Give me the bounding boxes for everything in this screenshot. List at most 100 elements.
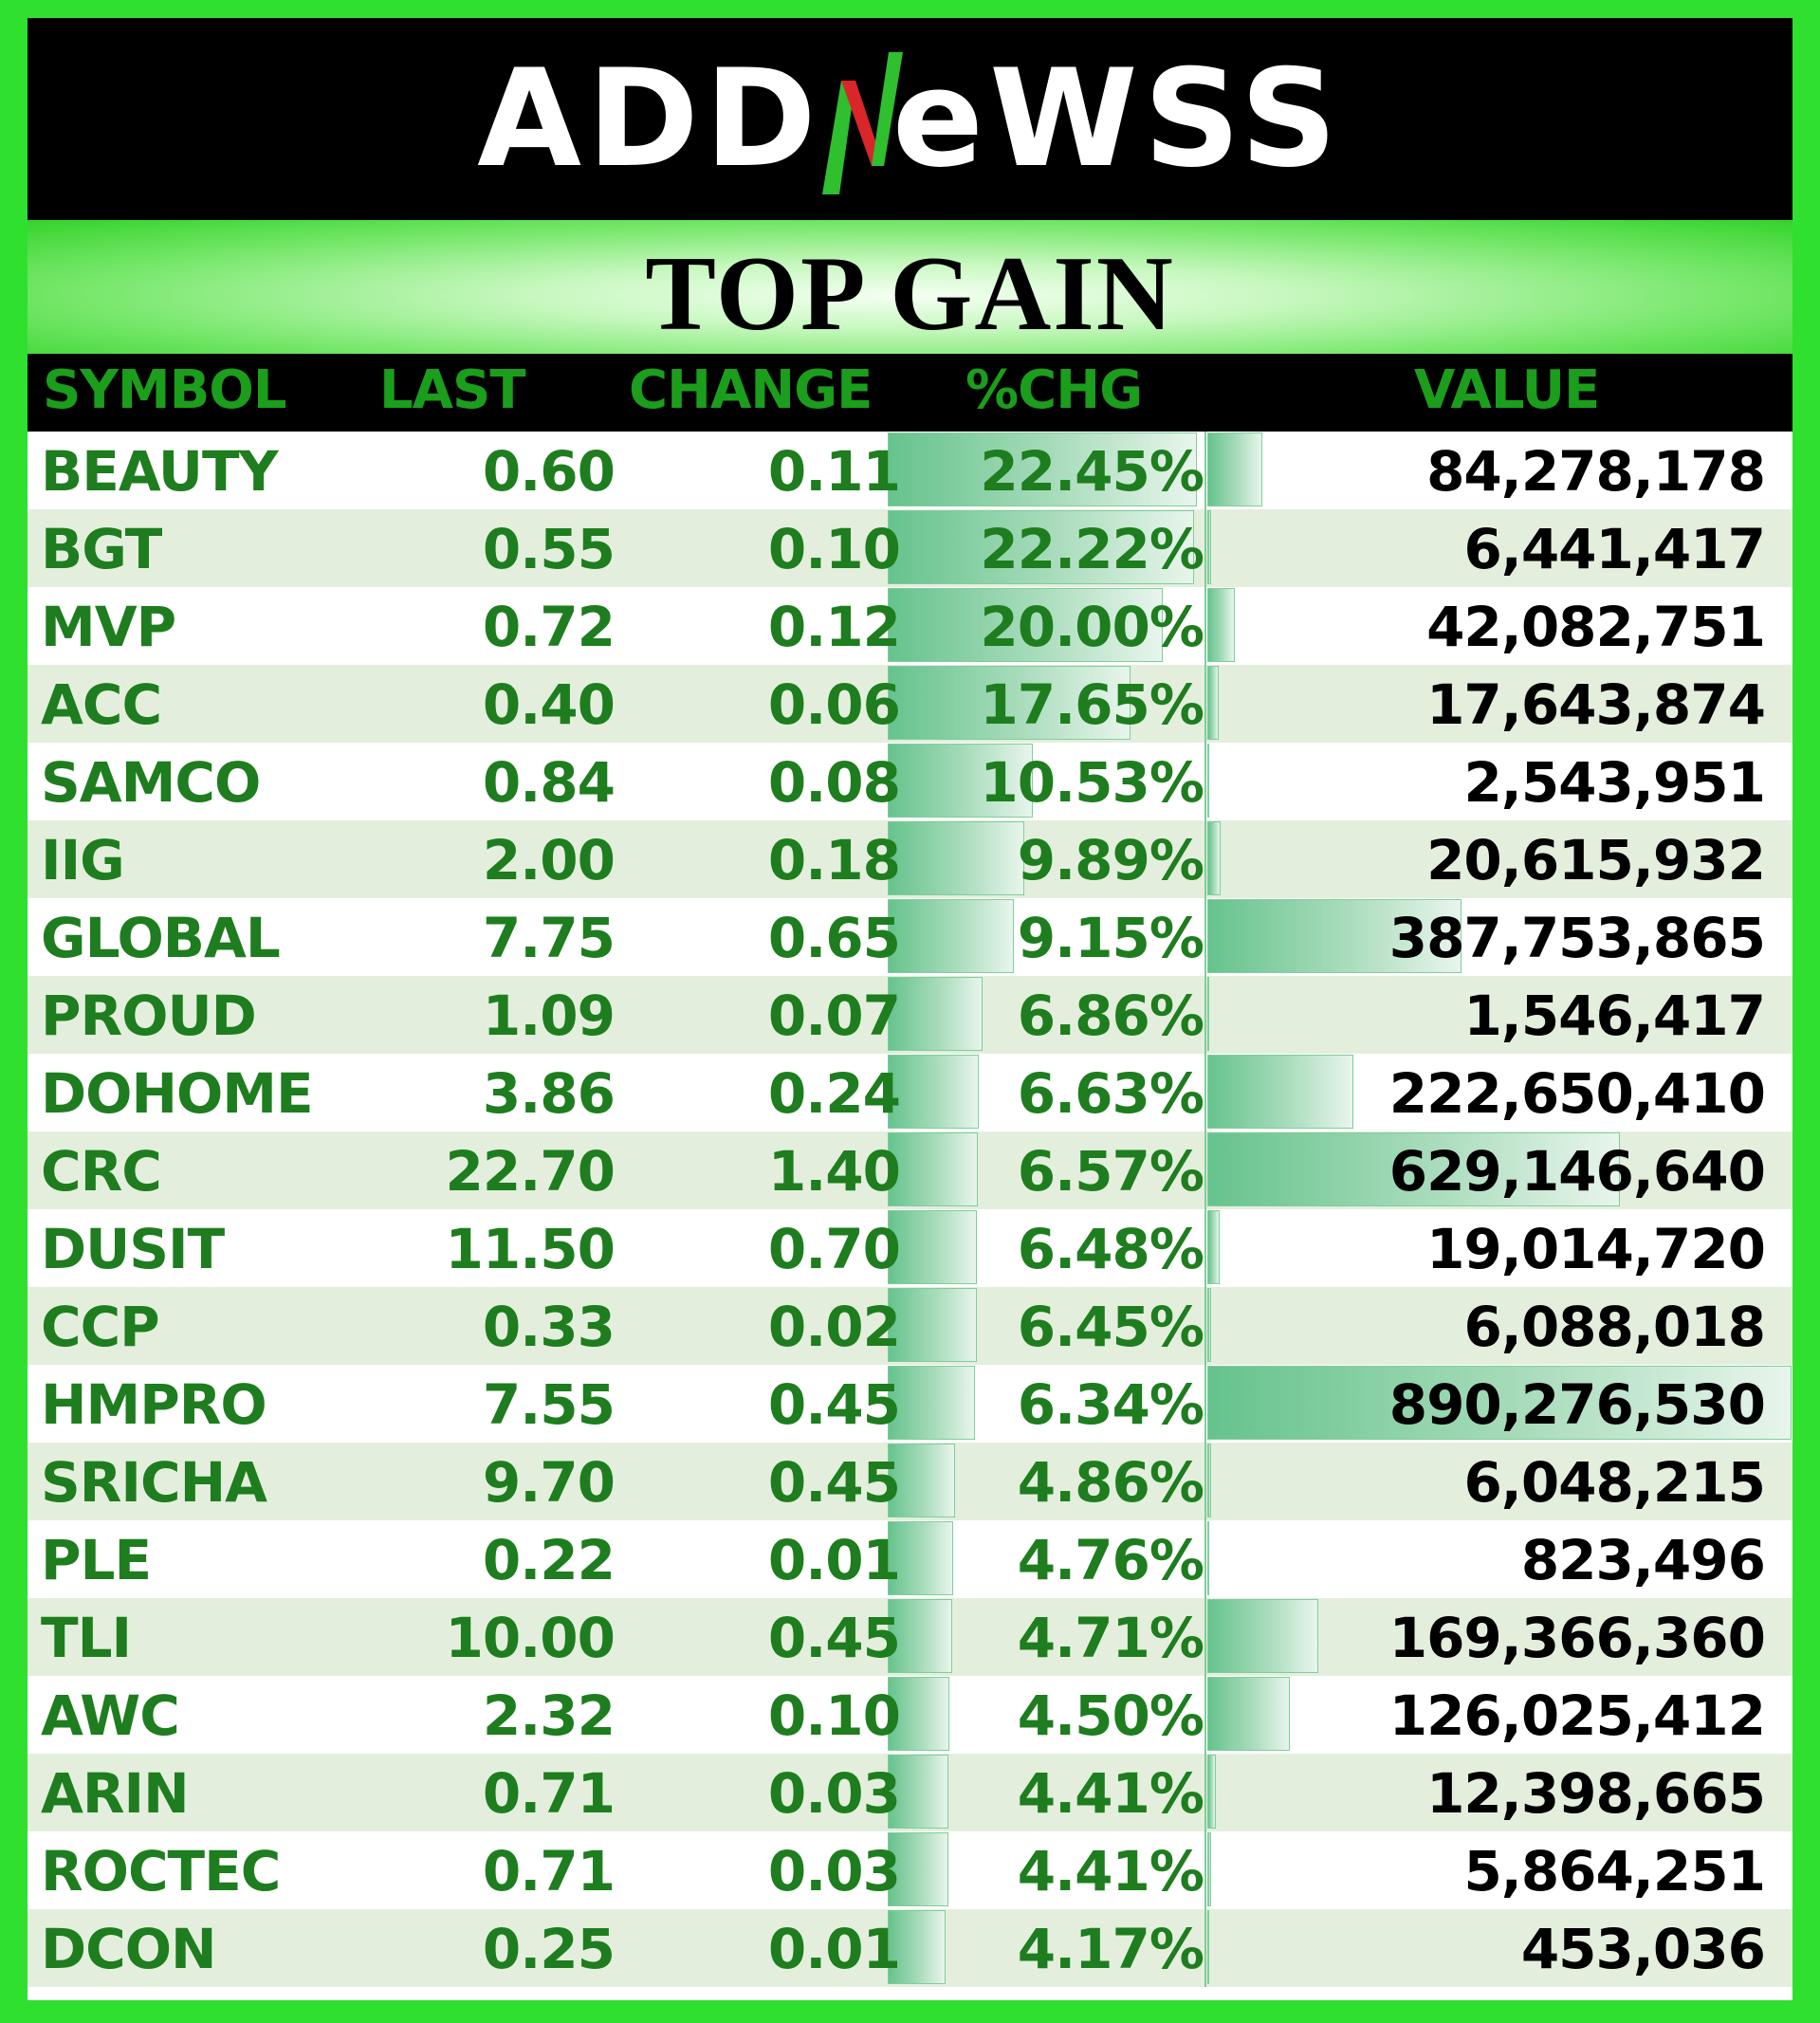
pct-change-bar	[888, 1599, 952, 1673]
value-cell: 222,650,410	[1388, 1061, 1766, 1126]
pct-change-cell: 6.45%	[1017, 1295, 1204, 1359]
value-bar	[1207, 977, 1209, 1051]
pct-change-bar	[888, 1444, 955, 1517]
value-bar-axis	[1204, 1909, 1206, 1987]
value-bar	[1207, 1755, 1216, 1829]
value-bar-axis	[1204, 743, 1206, 820]
value-cell: 84,278,178	[1426, 439, 1766, 504]
symbol-cell: ACC	[41, 672, 162, 737]
logo-text-left: ADD	[477, 41, 822, 197]
table-header: SYMBOL LAST CHANGE %CHG VALUE	[28, 354, 1792, 432]
pct-change-cell: 6.57%	[1017, 1139, 1204, 1204]
table-row: SRICHA 9.70 0.45 4.86% 6,048,215	[28, 1443, 1792, 1520]
symbol-cell: ROCTEC	[41, 1839, 281, 1903]
last-price-cell: 0.84	[482, 750, 616, 815]
pct-change-cell: 6.48%	[1017, 1217, 1204, 1281]
value-bar	[1207, 1210, 1220, 1284]
last-price-cell: 0.72	[482, 595, 616, 659]
pct-change-bar	[888, 588, 1163, 662]
pct-change-bar	[888, 1288, 977, 1362]
value-cell: 890,276,530	[1388, 1372, 1766, 1437]
value-cell: 823,496	[1520, 1528, 1766, 1592]
symbol-cell: TLI	[41, 1606, 132, 1670]
table-row: MVP 0.72 0.12 20.00% 42,082,751	[28, 587, 1792, 665]
pct-change-cell: 4.41%	[1017, 1761, 1204, 1826]
pct-change-cell: 6.34%	[1017, 1372, 1204, 1437]
pct-change-bar	[888, 1521, 953, 1595]
table-row: PROUD 1.09 0.07 6.86% 1,546,417	[28, 976, 1792, 1054]
table-row: AWC 2.32 0.10 4.50% 126,025,412	[28, 1676, 1792, 1754]
pct-change-bar	[888, 1132, 978, 1206]
table-row: BEAUTY 0.60 0.11 22.45% 84,278,178	[28, 432, 1792, 509]
last-price-cell: 7.55	[482, 1372, 616, 1437]
value-bar	[1207, 899, 1462, 973]
pct-change-cell: 4.76%	[1017, 1528, 1204, 1592]
change-cell: 0.01	[767, 1917, 901, 1981]
value-bar-axis	[1204, 1598, 1206, 1676]
last-price-cell: 0.25	[482, 1917, 616, 1981]
value-bar-axis	[1204, 1520, 1206, 1598]
value-bar-axis	[1204, 898, 1206, 976]
value-cell: 6,088,018	[1463, 1295, 1766, 1359]
last-price-cell: 0.71	[482, 1839, 616, 1903]
value-cell: 6,441,417	[1463, 517, 1766, 581]
value-cell: 1,546,417	[1463, 984, 1766, 1048]
header-last: LAST	[379, 359, 526, 421]
table-row: ARIN 0.71 0.03 4.41% 12,398,665	[28, 1754, 1792, 1831]
main-panel: ADD eWSS TOP GAIN SYMBOL LAST CHANGE %CH…	[28, 18, 1792, 2000]
pct-change-bar	[888, 666, 1131, 740]
last-price-cell: 0.60	[482, 439, 616, 504]
change-cell: 0.65	[767, 906, 901, 970]
pct-change-cell: 9.15%	[1017, 906, 1204, 970]
last-price-cell: 0.40	[482, 672, 616, 737]
value-bar-axis	[1204, 1054, 1206, 1131]
value-bar	[1207, 1910, 1209, 1984]
last-price-cell: 10.00	[445, 1606, 616, 1670]
change-cell: 0.24	[767, 1061, 901, 1126]
value-bar-axis	[1204, 820, 1206, 898]
change-cell: 0.08	[767, 750, 901, 815]
table-row: CCP 0.33 0.02 6.45% 6,088,018	[28, 1287, 1792, 1365]
pct-change-cell: 4.86%	[1017, 1450, 1204, 1515]
page-title: TOP GAIN	[645, 235, 1175, 353]
value-bar	[1207, 510, 1211, 584]
last-price-cell: 0.33	[482, 1295, 616, 1359]
value-bar-axis	[1204, 587, 1206, 665]
change-cell: 0.07	[767, 984, 901, 1048]
last-price-cell: 0.55	[482, 517, 616, 581]
pct-change-cell: 6.63%	[1017, 1061, 1204, 1126]
pct-change-bar	[888, 977, 983, 1051]
value-bar	[1207, 588, 1235, 662]
symbol-cell: IIG	[41, 828, 125, 892]
value-bar	[1207, 1055, 1353, 1129]
pct-change-bar	[888, 1832, 948, 1906]
value-cell: 629,146,640	[1388, 1139, 1766, 1204]
symbol-cell: DUSIT	[41, 1217, 225, 1281]
value-bar	[1207, 821, 1221, 895]
last-price-cell: 0.22	[482, 1528, 616, 1592]
table-row: BGT 0.55 0.10 22.22% 6,441,417	[28, 509, 1792, 587]
value-bar-axis	[1204, 1131, 1206, 1209]
change-cell: 0.03	[767, 1761, 901, 1826]
change-cell: 0.45	[767, 1606, 901, 1670]
change-cell: 0.10	[767, 1683, 901, 1748]
change-cell: 0.01	[767, 1528, 901, 1592]
change-cell: 0.03	[767, 1839, 901, 1903]
last-price-cell: 2.00	[482, 828, 616, 892]
table-row: ROCTEC 0.71 0.03 4.41% 5,864,251	[28, 1831, 1792, 1909]
value-bar	[1207, 1832, 1211, 1906]
last-price-cell: 3.86	[482, 1061, 616, 1126]
change-cell: 1.40	[767, 1139, 901, 1204]
table-row: PLE 0.22 0.01 4.76% 823,496	[28, 1520, 1792, 1598]
value-bar	[1207, 744, 1209, 818]
change-cell: 0.18	[767, 828, 901, 892]
pct-change-cell: 9.89%	[1017, 828, 1204, 892]
table-row: DOHOME 3.86 0.24 6.63% 222,650,410	[28, 1054, 1792, 1131]
value-bar	[1207, 1521, 1209, 1595]
pct-change-cell: 17.65%	[980, 672, 1204, 737]
pct-change-bar	[888, 1210, 977, 1284]
value-cell: 126,025,412	[1388, 1683, 1766, 1748]
value-cell: 453,036	[1520, 1917, 1766, 1981]
pct-change-cell: 6.86%	[1017, 984, 1204, 1048]
value-cell: 2,543,951	[1463, 750, 1766, 815]
